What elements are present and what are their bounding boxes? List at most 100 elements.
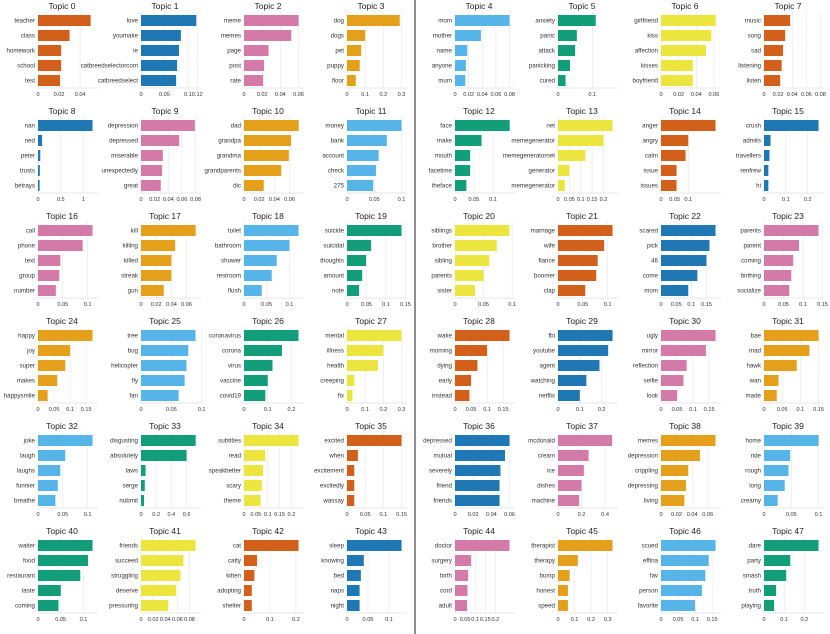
x-tick-label: 0 xyxy=(345,302,348,308)
bar xyxy=(347,600,360,611)
bar xyxy=(764,270,792,281)
category-label: youtube xyxy=(533,348,556,355)
x-tick-label: 0.1 xyxy=(382,302,390,308)
topic-panel: Topic 32 0 0.05 0.1 joke laugh laughs funnier br… xyxy=(14,421,98,518)
topic-panel: Topic 9 0 0.02 0.04 0.06 0.08 depression depres… xyxy=(102,106,201,203)
panel-title: Topic 39 xyxy=(772,421,804,431)
category-label: party xyxy=(747,558,762,565)
category-label: kiss xyxy=(647,33,658,40)
panel-title: Topic 47 xyxy=(772,526,804,536)
panel-title: Topic 20 xyxy=(463,211,495,221)
bar xyxy=(244,180,264,191)
x-tick-label: 0 xyxy=(762,92,765,98)
bar xyxy=(764,345,810,356)
x-tick-label: 0.1 xyxy=(266,617,274,623)
x-tick-label: 0.3 xyxy=(604,617,612,623)
bar xyxy=(764,285,790,296)
category-label: adopting xyxy=(217,588,241,595)
bar xyxy=(347,30,366,41)
x-tick-label: 0.08 xyxy=(184,617,195,623)
bar xyxy=(141,255,172,266)
topic-panel: Topic 34 0 0.05 0.1 0.15 0.2 subtitles read spea… xyxy=(209,421,304,518)
category-label: tree xyxy=(127,333,138,340)
category-label: miserable xyxy=(111,153,138,160)
topic-panel: Topic 41 0 0.02 0.04 0.06 0.08 friends succeed s… xyxy=(109,526,201,623)
x-tick-label: 0.05 xyxy=(777,407,788,413)
category-label: affection xyxy=(635,48,659,55)
category-label: health xyxy=(327,363,344,370)
bar xyxy=(347,465,355,476)
category-label: long xyxy=(749,483,761,490)
category-label: angry xyxy=(643,138,659,145)
bar xyxy=(244,240,290,251)
x-tick-label: 0.05 xyxy=(369,197,380,203)
topic-panel: Topic 11 0 0.05 0.1 money bank account check 275 xyxy=(322,106,407,203)
bar xyxy=(661,15,716,26)
topic-panel: Topic 44 0 0.05 0.1 0.15 0.2 doctor surgery birt… xyxy=(431,526,515,623)
category-label: fix xyxy=(338,393,345,400)
bar xyxy=(244,540,299,551)
panel-title: Topic 14 xyxy=(669,106,701,116)
bar xyxy=(455,15,510,26)
category-label: memes xyxy=(221,33,241,40)
x-tick-label: 0.04 xyxy=(787,92,798,98)
category-label: bae xyxy=(751,333,762,340)
x-tick-label: 0 xyxy=(556,302,559,308)
bar xyxy=(455,570,469,581)
panel-title: Topic 28 xyxy=(463,316,495,326)
x-tick-label: 0.1 xyxy=(691,617,699,623)
category-label: selfie xyxy=(644,378,659,385)
bar xyxy=(244,495,261,506)
x-tick-label: 0 xyxy=(345,197,348,203)
x-tick-label: 0.5 xyxy=(57,197,65,203)
bar xyxy=(661,270,698,281)
category-label: text xyxy=(25,258,35,265)
category-label: laugh xyxy=(20,453,36,460)
panel-title: Topic 24 xyxy=(46,316,78,326)
bar xyxy=(141,180,161,191)
bar xyxy=(661,360,687,371)
category-label: joy xyxy=(26,348,36,355)
x-tick-label: 0.02 xyxy=(254,197,265,203)
x-tick-label: 0.1 xyxy=(604,302,612,308)
bar xyxy=(38,150,41,161)
bar xyxy=(558,450,589,461)
bar xyxy=(764,540,819,551)
category-label: depression xyxy=(628,453,659,460)
bar xyxy=(455,30,481,41)
bar xyxy=(347,150,379,161)
panel-title: Topic 16 xyxy=(46,211,78,221)
x-tick-label: 0 xyxy=(659,617,662,623)
x-tick-label: 0.04 xyxy=(477,92,488,98)
x-tick-label: 0 xyxy=(139,92,142,98)
bar xyxy=(455,45,468,56)
bar xyxy=(244,75,264,86)
bar xyxy=(661,225,716,236)
category-label: crippling xyxy=(635,468,659,475)
category-label: memes xyxy=(638,438,658,445)
x-tick-label: 0 xyxy=(659,197,662,203)
topic-panel: Topic 17 0 0.02 0.04 0.06 kill killing killed st… xyxy=(121,211,201,308)
bar xyxy=(558,120,613,131)
category-label: kisses xyxy=(641,63,658,70)
x-tick-label: 0.06 xyxy=(181,302,192,308)
x-tick-label: 0.2 xyxy=(288,512,296,518)
x-tick-label: 0.1 xyxy=(799,302,807,308)
x-tick-label: 0 xyxy=(556,92,559,98)
x-tick-label: 0.05 xyxy=(57,512,68,518)
category-label: peter xyxy=(21,153,35,160)
category-label: dying xyxy=(437,363,452,370)
category-label: memegenerator xyxy=(511,183,555,190)
bar xyxy=(347,225,402,236)
bar xyxy=(347,120,402,131)
category-label: boyfriend xyxy=(633,78,659,85)
bar xyxy=(347,240,372,251)
x-tick-label: 0.1 xyxy=(780,617,788,623)
category-label: watching xyxy=(530,378,556,385)
category-label: reflection xyxy=(633,363,659,370)
category-label: funnier xyxy=(16,483,35,490)
x-tick-label: 0.05 xyxy=(778,302,789,308)
category-label: homework xyxy=(6,48,35,55)
x-tick-label: 0.08 xyxy=(815,92,826,98)
bar xyxy=(141,45,179,56)
